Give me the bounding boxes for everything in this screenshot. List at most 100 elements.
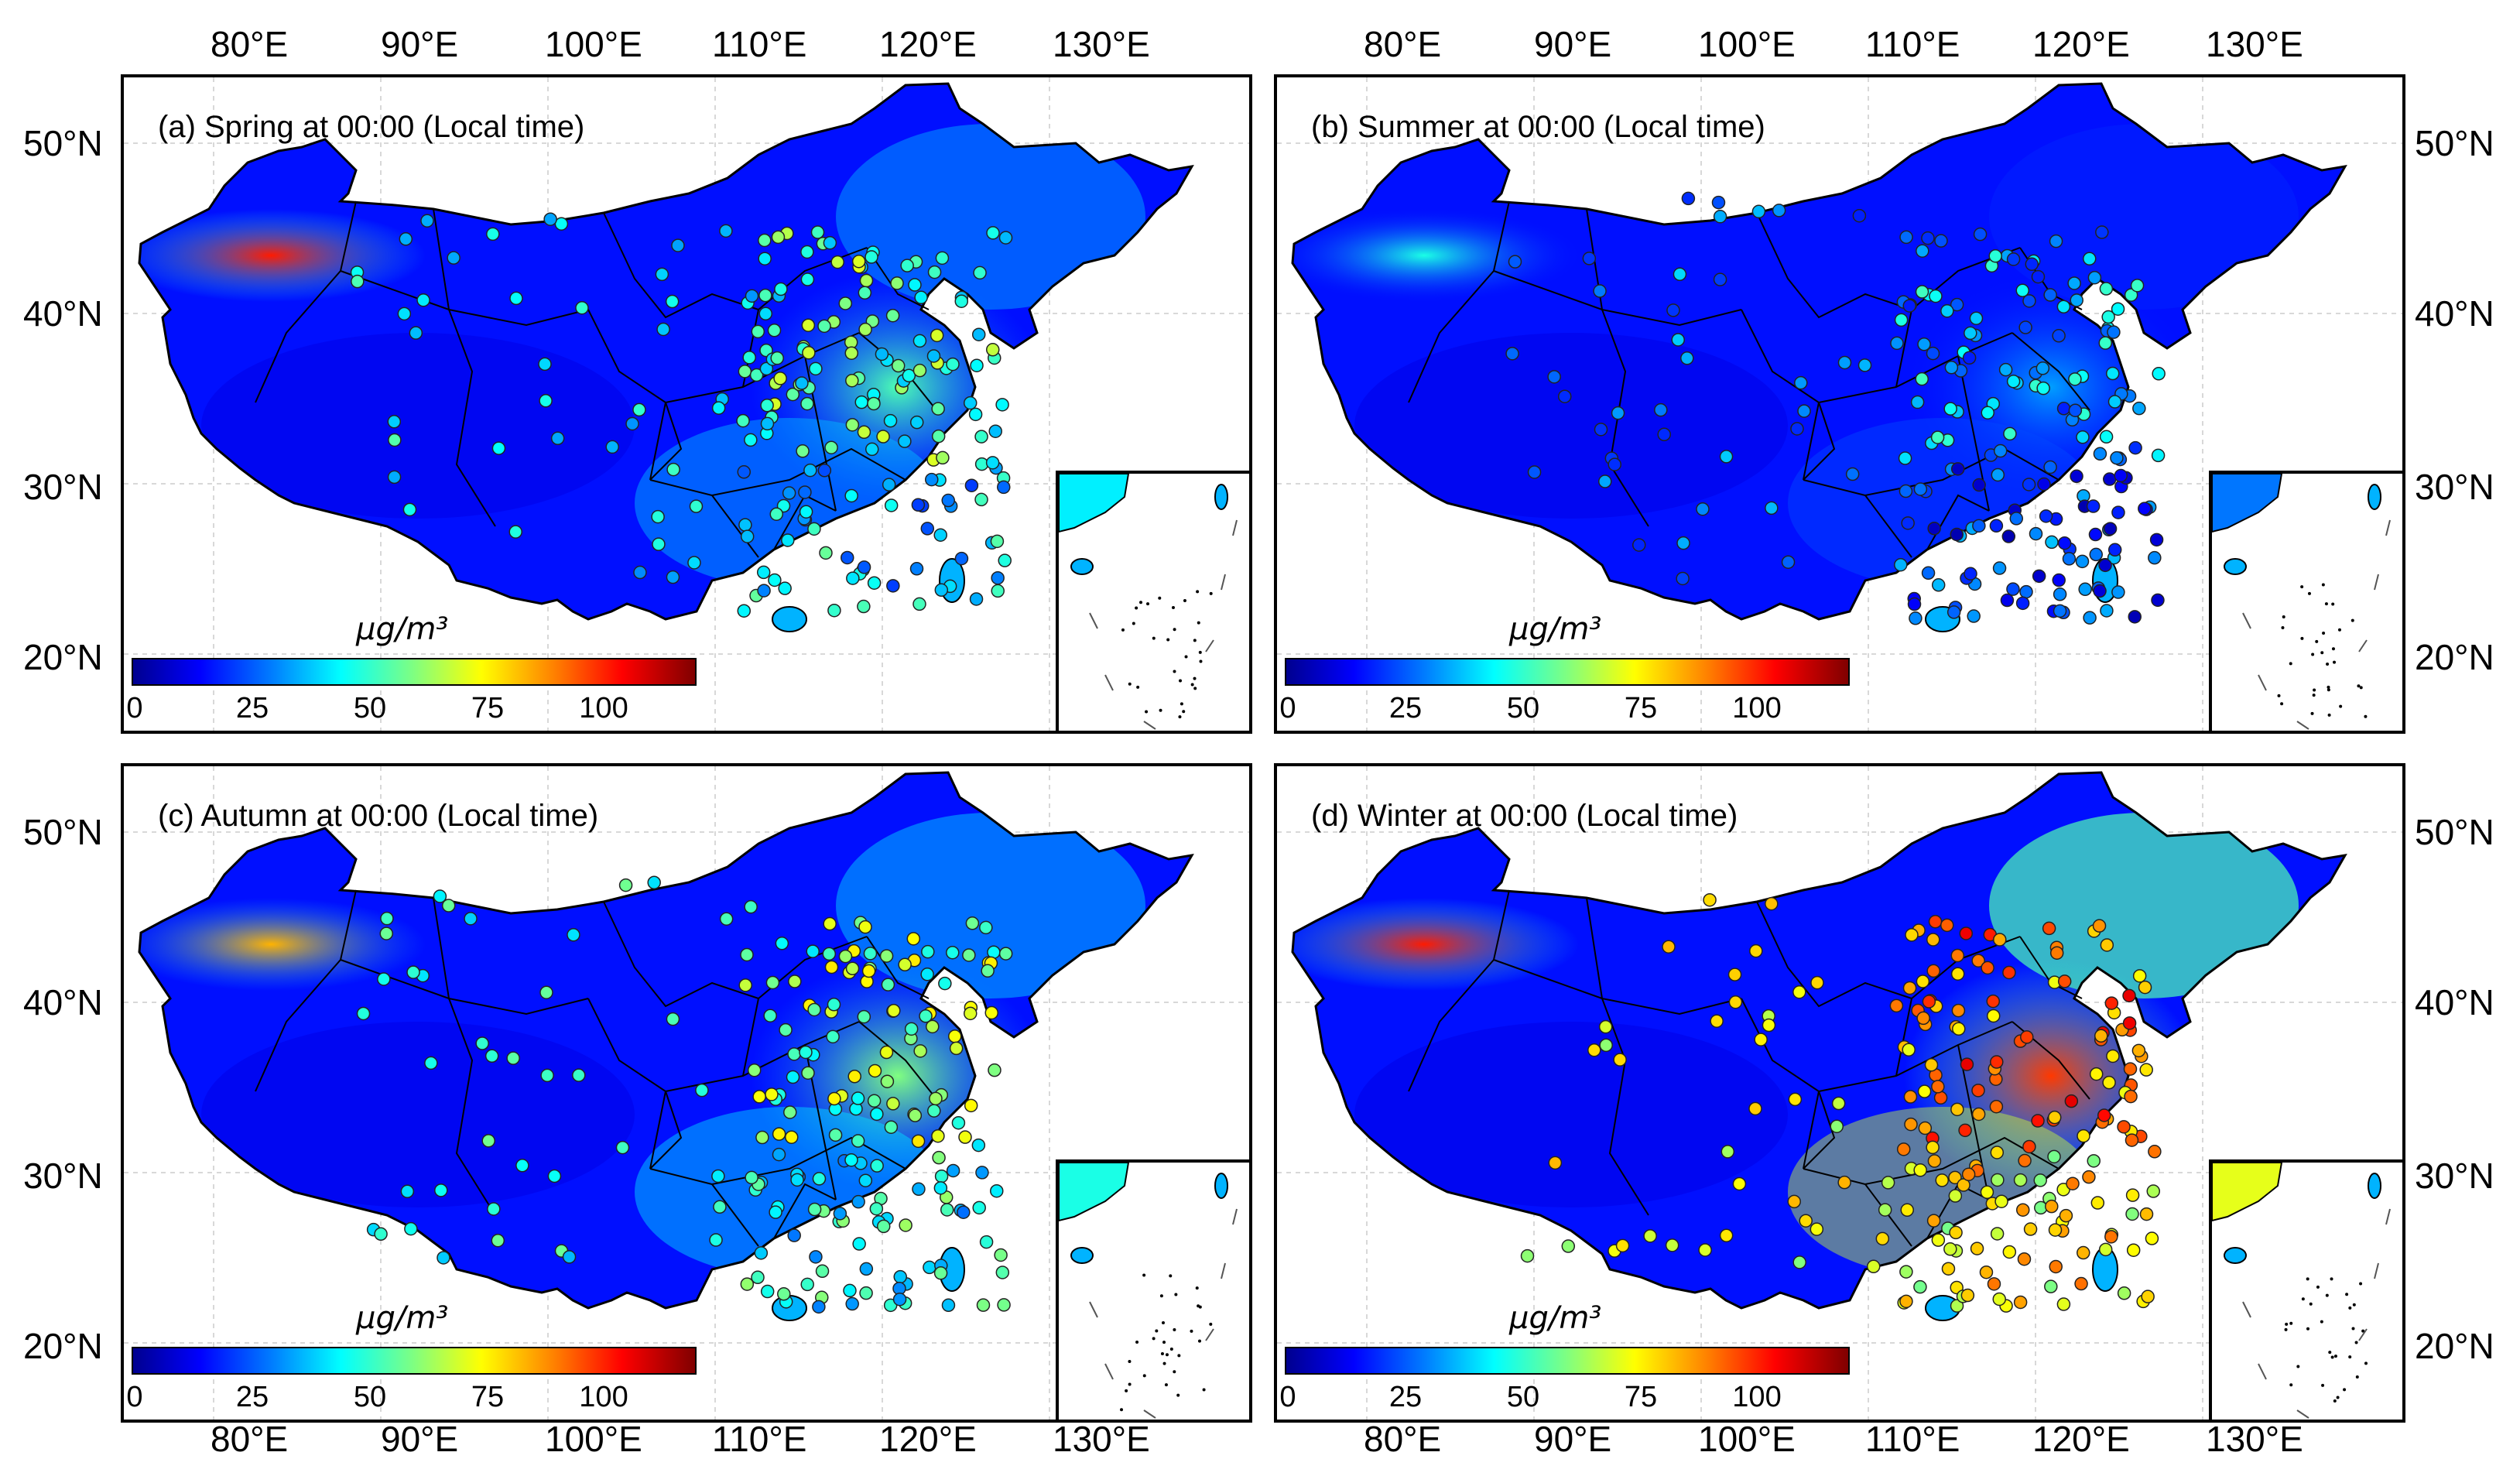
site-marker [2128,440,2142,455]
site-marker [854,395,868,409]
site-marker [1962,351,1977,365]
site-marker [812,1172,827,1186]
province-border [1756,212,1912,319]
site-marker [976,1298,991,1312]
site-marker [931,1129,945,1143]
site-marker [1732,1176,1747,1191]
colorbar: μg/m³ 0 25 50 75 100 [126,1300,704,1416]
site-marker [851,1091,865,1105]
site-marker [424,1056,438,1070]
site-marker [2053,604,2067,618]
site-marker [2093,447,2107,461]
site-marker [1950,948,1965,963]
site-marker [1557,389,1572,403]
site-marker [827,998,841,1012]
site-marker [1958,1123,1972,1138]
site-marker [1866,1259,1881,1274]
colorbar-unit: μg/m³ [1509,1300,1602,1336]
colorbar-unit: μg/m³ [1509,611,1602,647]
site-marker [995,1266,1010,1279]
site-marker [1929,289,1943,303]
site-marker [1980,1185,1994,1199]
inset-island [2328,1351,2332,1355]
site-marker [2089,1067,2104,1081]
site-marker [1959,926,1974,940]
site-marker [744,899,758,914]
site-marker [957,1205,971,1219]
lon-tick: 110°E [1865,24,1960,64]
site-marker [2097,1108,2111,1122]
site-marker [671,238,685,252]
site-marker [2100,604,2114,618]
site-marker [768,573,782,587]
site-marker [1671,333,1685,347]
inset-island [1145,710,1149,714]
site-marker [843,1283,857,1298]
site-marker [988,424,1002,438]
site-marker [927,1104,941,1118]
site-marker [713,1200,727,1214]
site-marker [625,416,639,431]
site-marker [434,1183,448,1197]
site-marker [2032,569,2046,584]
site-marker [2057,974,2072,988]
inset-mainland-coast [2212,1163,2283,1222]
site-marker [900,259,914,272]
colorbar-tick: 75 [1624,692,1658,724]
site-marker [867,1094,882,1108]
lat-tick: 40°N [2415,293,2494,334]
tibet-field [1354,333,1788,519]
inset-island [2343,1388,2347,1392]
site-marker [1913,1279,1927,1294]
site-marker [1973,227,1988,241]
site-marker [1810,975,1824,990]
site-marker [2138,502,2152,515]
lon-tick: 120°E [2032,24,2130,64]
province-border [2012,332,2090,411]
site-marker [985,456,1000,470]
taklimakan-field [1293,898,1579,991]
site-marker [506,1051,520,1065]
site-marker [2148,1145,2162,1159]
site-marker [920,522,935,536]
site-marker [2103,472,2117,486]
inset-island [1193,687,1197,690]
province-border [1493,270,1742,327]
site-marker [822,947,837,961]
site-marker [1810,1222,1824,1236]
site-marker [2049,946,2064,960]
site-marker [845,373,859,388]
site-marker [1611,406,1625,420]
site-marker [656,322,670,337]
site-marker [1899,230,1913,245]
colorbar-tick: 100 [1732,692,1782,724]
site-marker [758,307,773,321]
province-border [1957,1044,1990,1200]
site-marker [2125,1207,2139,1221]
site-marker [940,1203,954,1217]
inset-island [2324,602,2328,606]
colorbar: μg/m³ 0 25 50 75 100 [1279,611,1857,728]
site-marker [1654,402,1668,417]
site-marker [1981,961,1994,975]
inset-dash [2242,1301,2251,1318]
site-marker [2042,921,2056,936]
site-marker [2025,257,2039,272]
site-marker [1951,1003,1966,1018]
site-marker [356,1006,371,1021]
site-marker [2099,430,2114,444]
site-marker [786,387,800,402]
site-marker [737,604,752,618]
site-marker [738,518,752,532]
site-marker [1922,995,1936,1009]
inset-island [1178,715,1182,719]
site-marker [2013,1295,2028,1310]
site-marker [809,1250,823,1264]
site-marker [379,926,393,940]
inset-island [2327,713,2331,717]
site-marker [1989,1099,2004,1114]
province-border [858,1021,937,1100]
site-marker [2003,426,2017,441]
site-marker [1990,1146,2005,1159]
site-marker [986,226,1000,240]
